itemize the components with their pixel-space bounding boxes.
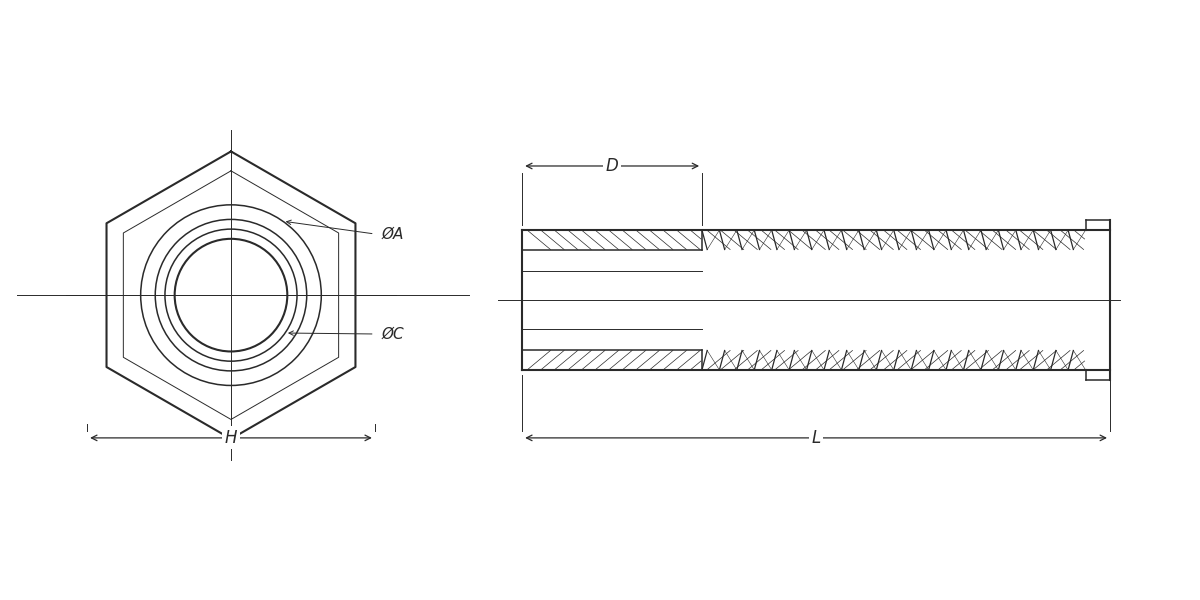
Text: ØC: ØC	[382, 326, 404, 341]
Text: D: D	[606, 157, 618, 175]
Text: H: H	[224, 429, 238, 447]
Text: L: L	[811, 429, 821, 447]
Text: ØA: ØA	[382, 226, 404, 241]
